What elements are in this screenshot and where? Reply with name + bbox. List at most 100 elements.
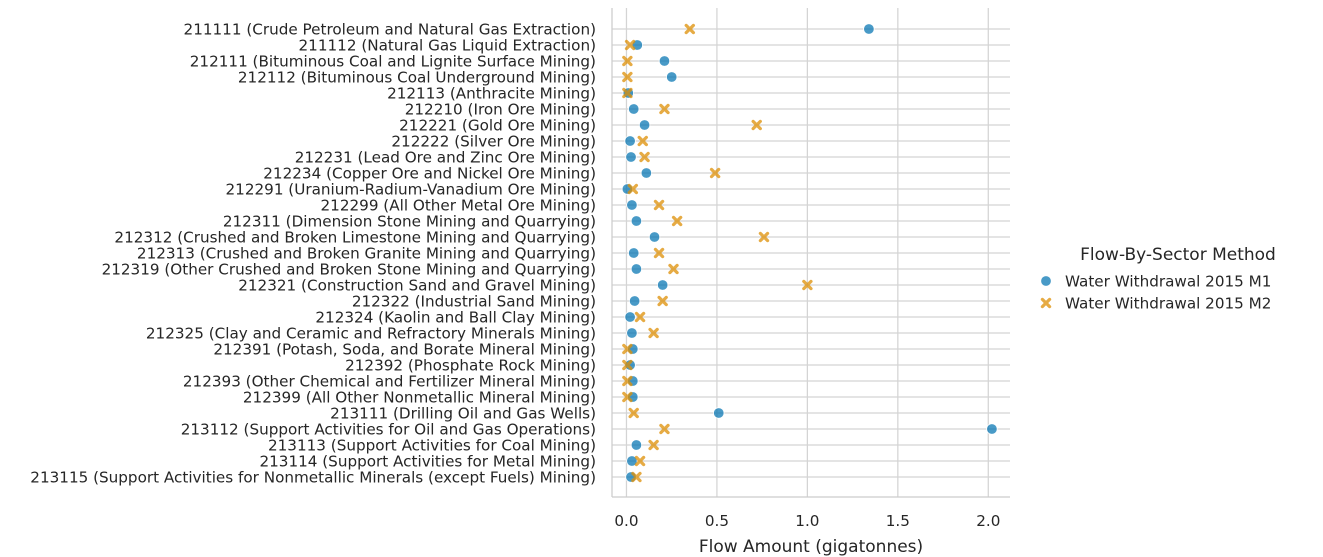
point-m1 <box>638 119 651 131</box>
data-marks <box>621 23 998 483</box>
category-label: 212113 (Anthracite Mining) <box>387 85 596 103</box>
point-m2 <box>653 199 665 211</box>
point-m1 <box>624 359 636 371</box>
point-m2 <box>622 71 633 83</box>
point-m2 <box>758 231 770 243</box>
x-tick-labels: 0.0 0.5 1.0 1.5 2.0 <box>614 512 1000 530</box>
point-m1 <box>666 71 678 83</box>
point-m1 <box>628 295 641 307</box>
point-m2 <box>634 311 646 323</box>
legend-title: Flow-By-Sector Method <box>1080 245 1276 265</box>
point-m2 <box>659 103 670 115</box>
point-m1 <box>713 407 725 419</box>
legend-label: Water Withdrawal 2015 M1 <box>1065 273 1271 291</box>
point-m2 <box>634 455 646 467</box>
category-label: 212325 (Clay and Ceramic and Refractory … <box>146 325 596 343</box>
x-tick-label: 1.0 <box>795 512 819 530</box>
point-m1 <box>863 23 875 35</box>
category-label: 212322 (Industrial Sand Mining) <box>352 293 596 311</box>
category-label: 212291 (Uranium-Radium-Vanadium Ore Mini… <box>226 181 597 199</box>
point-m2 <box>709 167 721 179</box>
point-m1 <box>628 103 640 115</box>
point-m1 <box>630 439 643 451</box>
legend-item: Water Withdrawal 2015 M2 <box>1040 295 1271 313</box>
point-m2 <box>624 39 636 51</box>
grid-layer <box>612 8 1010 497</box>
point-m2 <box>622 375 633 387</box>
point-m2 <box>668 263 679 275</box>
point-m2 <box>622 359 633 371</box>
point-m1 <box>656 279 669 291</box>
point-m2 <box>622 87 633 99</box>
point-m2 <box>802 279 813 291</box>
category-label: 212321 (Construction Sand and Gravel Min… <box>238 277 596 295</box>
category-label: 213111 (Drilling Oil and Gas Wells) <box>330 405 596 423</box>
point-m2 <box>622 391 633 403</box>
x-tick-label: 1.5 <box>886 512 910 530</box>
category-label: 212299 (All Other Metal Ore Mining) <box>321 197 597 215</box>
point-m2 <box>622 55 633 67</box>
point-m1 <box>640 167 653 179</box>
legend-marker <box>1040 275 1052 287</box>
point-m1 <box>626 327 638 339</box>
category-label: 213114 (Support Activities for Metal Min… <box>259 453 596 471</box>
point-m2 <box>657 295 668 307</box>
category-label: 212319 (Other Crushed and Broken Stone M… <box>102 261 596 279</box>
point-m2 <box>684 23 695 35</box>
point-m2 <box>671 215 683 227</box>
legend-label: Water Withdrawal 2015 M2 <box>1065 295 1271 313</box>
category-label: 212392 (Phosphate Rock Mining) <box>345 357 596 375</box>
x-axis-title: Flow Amount (gigatonnes) <box>699 537 923 557</box>
point-m2 <box>648 439 659 451</box>
point-m2 <box>628 407 639 419</box>
category-label: 212324 (Kaolin and Ball Clay Mining) <box>315 309 596 327</box>
point-m1 <box>630 215 643 227</box>
category-label: 212311 (Dimension Stone Mining and Quarr… <box>223 213 596 231</box>
category-label: 213113 (Support Activities for Coal Mini… <box>268 437 596 455</box>
category-label: 211111 (Crude Petroleum and Natural Gas … <box>184 21 596 39</box>
category-label: 213112 (Support Activities for Oil and G… <box>181 421 596 439</box>
point-m1 <box>658 55 671 67</box>
point-m1 <box>626 199 638 211</box>
point-m1 <box>624 135 636 147</box>
series-1 <box>621 23 998 483</box>
point-m2 <box>631 471 642 483</box>
category-label: 212111 (Bituminous Coal and Lignite Surf… <box>190 53 596 71</box>
point-m1 <box>624 311 636 323</box>
legend-item: Water Withdrawal 2015 M1 <box>1040 273 1271 291</box>
point-m2 <box>653 247 665 259</box>
category-label: 212221 (Gold Ore Mining) <box>399 117 596 135</box>
legend: Flow-By-Sector Method Water Withdrawal 2… <box>1040 245 1276 313</box>
category-label: 212231 (Lead Ore and Zinc Ore Mining) <box>295 149 596 167</box>
category-label: 212222 (Silver Ore Mining) <box>391 133 596 151</box>
category-label: 212391 (Potash, Soda, and Borate Mineral… <box>213 341 596 359</box>
category-label: 212210 (Iron Ore Mining) <box>405 101 596 119</box>
x-tick-label: 2.0 <box>976 512 1000 530</box>
point-m1 <box>628 247 640 259</box>
point-m1 <box>625 151 637 163</box>
category-label: 211112 (Natural Gas Liquid Extraction) <box>299 37 596 55</box>
category-label: 212234 (Copper Ore and Nickel Ore Mining… <box>263 165 596 183</box>
point-m1 <box>648 231 661 243</box>
point-m1 <box>626 455 638 467</box>
point-m2 <box>639 151 650 163</box>
x-tick-label: 0.0 <box>614 512 638 530</box>
category-label: 212312 (Crushed and Broken Limestone Min… <box>114 229 596 247</box>
point-m1 <box>630 263 643 275</box>
category-label: 212112 (Bituminous Coal Underground Mini… <box>238 69 596 87</box>
series-2 <box>622 23 813 483</box>
category-label: 212399 (All Other Nonmetallic Mineral Mi… <box>243 389 596 407</box>
category-labels: 211111 (Crude Petroleum and Natural Gas … <box>30 21 596 487</box>
point-m2 <box>622 343 633 355</box>
category-label: 212393 (Other Chemical and Fertilizer Mi… <box>183 373 596 391</box>
point-m2 <box>751 119 762 131</box>
x-tick-label: 0.5 <box>705 512 729 530</box>
category-label: 213115 (Support Activities for Nonmetall… <box>30 469 596 487</box>
point-m2 <box>627 183 639 195</box>
point-m1 <box>986 423 998 435</box>
point-m2 <box>648 327 659 339</box>
point-m2 <box>637 135 648 147</box>
legend-marker <box>1040 297 1052 309</box>
category-label: 212313 (Crushed and Broken Granite Minin… <box>137 245 596 263</box>
